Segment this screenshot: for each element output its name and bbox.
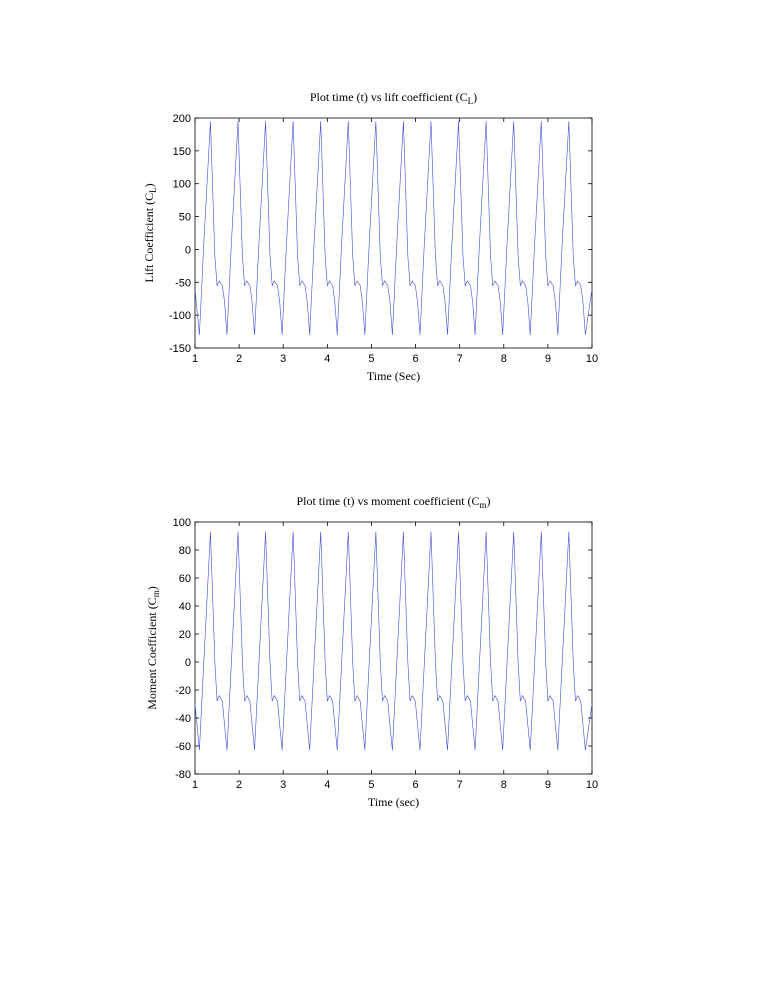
x-tick-label: 1 — [192, 779, 198, 791]
y-tick-label: 0 — [185, 244, 191, 256]
plot-area — [194, 521, 593, 775]
x-tick-label: 10 — [586, 353, 598, 365]
y-axis-label-subscript: L — [148, 187, 158, 193]
chart-title: Plot time (t) vs moment coefficient (Cm) — [296, 494, 490, 510]
x-tick-label: 7 — [457, 353, 463, 365]
x-tick-label: 2 — [236, 353, 242, 365]
y-tick-label: 60 — [179, 573, 191, 585]
y-tick-label: 50 — [179, 212, 191, 224]
chart-title-part: Plot time (t) vs lift coefficient (C — [310, 90, 468, 104]
x-tick-label: 2 — [236, 779, 242, 791]
chart-title-part: Plot time (t) vs moment coefficient (C — [296, 494, 479, 508]
y-tick-label: -40 — [175, 713, 191, 725]
y-tick-label: 80 — [179, 545, 191, 557]
y-axis-label-part: Moment Coefficient (C — [145, 597, 159, 709]
x-tick-label: 10 — [586, 779, 598, 791]
y-tick-label: -150 — [169, 343, 191, 355]
y-axis-label-subscript: m — [151, 590, 161, 597]
x-tick-label: 6 — [412, 353, 418, 365]
chart-title-part: ) — [487, 494, 491, 508]
x-axis-label: Time (Sec) — [367, 369, 420, 383]
y-tick-label: -80 — [175, 769, 191, 781]
x-tick-label: 5 — [368, 779, 374, 791]
y-tick-label: 100 — [173, 179, 191, 191]
x-tick-label: 4 — [324, 353, 330, 365]
chart-title: Plot time (t) vs lift coefficient (CL) — [310, 90, 477, 106]
x-tick-label: 8 — [501, 779, 507, 791]
x-tick-label: 6 — [412, 779, 418, 791]
y-axis-label: Lift Coefficient (CL) — [142, 183, 158, 282]
y-tick-label: 40 — [179, 601, 191, 613]
data-line — [194, 121, 593, 335]
y-tick-label: 100 — [173, 517, 191, 529]
y-tick-label: -20 — [175, 685, 191, 697]
x-tick-label: 8 — [501, 353, 507, 365]
y-axis-label: Moment Coefficient (Cm) — [145, 586, 161, 709]
x-tick-label: 5 — [368, 353, 374, 365]
x-tick-label: 9 — [545, 779, 551, 791]
y-tick-label: -50 — [175, 277, 191, 289]
x-tick-label: 9 — [545, 353, 551, 365]
y-tick-label: 20 — [179, 629, 191, 641]
x-tick-label: 4 — [324, 779, 330, 791]
chart-title-subscript: m — [480, 500, 487, 510]
x-tick-label: 7 — [457, 779, 463, 791]
x-tick-label: 1 — [192, 353, 198, 365]
x-tick-label: 3 — [280, 353, 286, 365]
y-tick-label: 200 — [173, 113, 191, 125]
y-axis-label-part: ) — [145, 586, 159, 590]
x-tick-label: 3 — [280, 779, 286, 791]
y-axis-label-part: ) — [142, 183, 156, 187]
data-line — [194, 531, 593, 751]
x-axis-label: Time (sec) — [368, 795, 419, 809]
y-tick-label: -60 — [175, 741, 191, 753]
y-tick-label: 150 — [173, 146, 191, 158]
chart-title-subscript: L — [468, 96, 474, 106]
y-axis-label-part: Lift Coefficient (C — [142, 193, 156, 283]
chart-title-part: ) — [473, 90, 477, 104]
y-tick-label: 0 — [185, 657, 191, 669]
y-tick-label: -100 — [169, 310, 191, 322]
